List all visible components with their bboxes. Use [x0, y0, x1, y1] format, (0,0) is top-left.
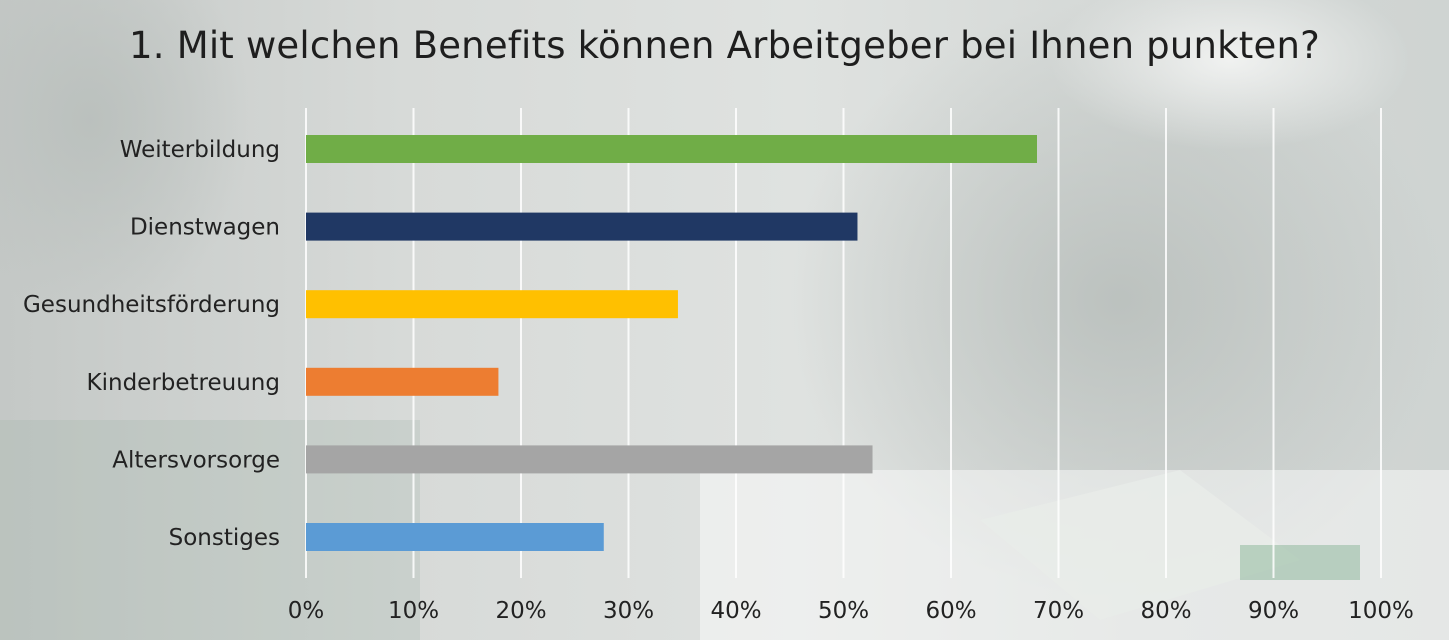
category-label: Gesundheitsförderung: [23, 292, 280, 318]
x-tick-label: 0%: [288, 598, 325, 624]
x-tick-label: 30%: [603, 598, 654, 624]
bar-weiterbildung: [306, 135, 1037, 163]
x-tick-label: 60%: [925, 598, 976, 624]
bar-kinderbetreuung: [306, 367, 499, 396]
category-labels: Weiterbildung Dienstwagen Gesundheitsförde…: [23, 137, 280, 551]
bars: [306, 135, 1037, 551]
x-axis-tick-labels: 0% 10% 20% 30% 40% 50% 60% 70% 80% 90% 100%: [288, 598, 1414, 624]
bar-sonstiges: [306, 523, 604, 551]
bar-dienstwagen: [306, 212, 858, 241]
x-tick-label: 80%: [1140, 598, 1191, 624]
category-label: Kinderbetreuung: [87, 370, 280, 396]
x-tick-label: 40%: [710, 598, 761, 624]
bar-gesundheitsförderung: [306, 290, 678, 319]
x-tick-label: 50%: [818, 598, 869, 624]
category-label: Weiterbildung: [120, 137, 280, 163]
x-tick-label: 90%: [1248, 598, 1299, 624]
x-tick-label: 10%: [388, 598, 439, 624]
category-label: Dienstwagen: [130, 215, 280, 241]
x-tick-label: 70%: [1033, 598, 1084, 624]
category-label: Sonstiges: [169, 525, 280, 551]
gridlines: [305, 108, 1382, 578]
x-tick-label: 100%: [1348, 598, 1414, 624]
category-label: Altersvorsorge: [112, 447, 280, 473]
bar-altersvorsorge: [306, 445, 873, 474]
chart-title: 1. Mit welchen Benefits können Arbeitgeb…: [129, 24, 1320, 67]
x-tick-label: 20%: [495, 598, 546, 624]
